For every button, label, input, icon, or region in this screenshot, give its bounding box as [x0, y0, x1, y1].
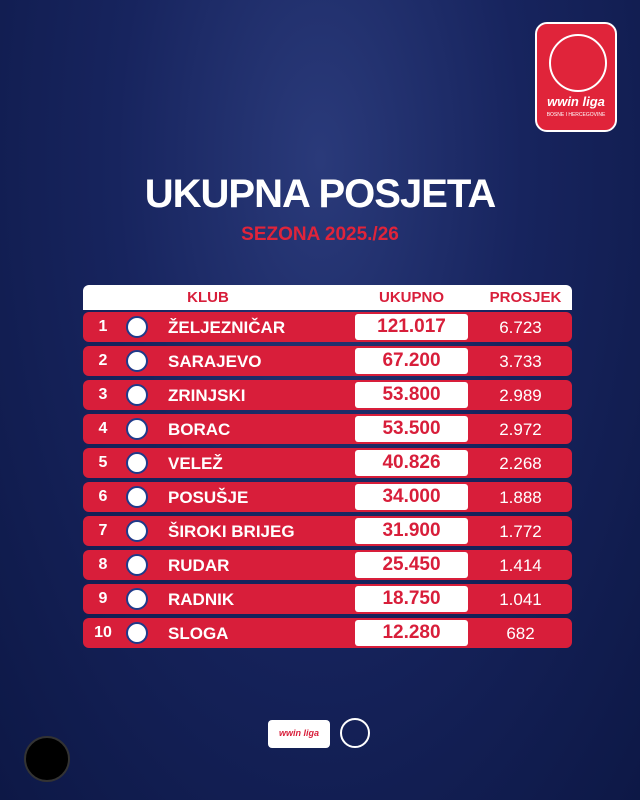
total-attendance: 53.800	[355, 382, 468, 408]
total-attendance: 121.017	[355, 314, 468, 340]
club-badge	[126, 486, 148, 508]
table-row: 1 ŽELJEZNIČAR 121.017 6.723	[83, 312, 572, 342]
table-row: 5 VELEŽ 40.826 2.268	[83, 448, 572, 478]
club-badge	[126, 622, 148, 644]
rank: 1	[98, 318, 108, 335]
rank: 9	[98, 590, 108, 607]
table-row: 4 BORAC 53.500 2.972	[83, 414, 572, 444]
average-attendance: 682	[506, 624, 535, 643]
table-row: 3 ZRINJSKI 53.800 2.989	[83, 380, 572, 410]
club-badge	[126, 316, 148, 338]
rank: 7	[98, 522, 108, 539]
total-attendance: 34.000	[355, 484, 468, 510]
total-attendance: 31.900	[355, 518, 468, 544]
club-badge	[126, 384, 148, 406]
club-name: SLOGA	[168, 624, 229, 643]
table-row: 2 SARAJEVO 67.200 3.733	[83, 346, 572, 376]
club-name: BORAC	[168, 420, 231, 439]
rank: 2	[98, 352, 108, 369]
column-header: UKUPNO	[378, 289, 444, 306]
rank: 6	[98, 488, 108, 505]
logo-region: BOSNE I HERCEGOVINE	[546, 112, 606, 118]
total-attendance: 18.750	[355, 586, 468, 612]
club-name: ZRINJSKI	[168, 386, 246, 405]
footer-logo: wwin liga	[268, 720, 330, 748]
average-attendance: 2.972	[499, 420, 542, 439]
table-row: 6 POSUŠJE 34.000 1.888	[83, 482, 572, 512]
logo-ball	[549, 34, 607, 92]
table-row: 9 RADNIK 18.750 1.041	[83, 584, 572, 614]
average-attendance: 1.041	[499, 590, 542, 609]
avatar[interactable]	[24, 736, 70, 782]
club-name: ŽELJEZNIČAR	[168, 318, 286, 337]
logo-brand: wwin liga	[547, 94, 605, 109]
rank: 3	[98, 386, 108, 403]
table-row: 8 RUDAR 25.450 1.414	[83, 550, 572, 580]
club-name: SARAJEVO	[168, 352, 262, 371]
club-badge	[126, 520, 148, 542]
partner-logo	[340, 718, 370, 748]
club-name: POSUŠJE	[168, 488, 249, 507]
club-name: RADNIK	[168, 590, 235, 609]
rank: 5	[98, 454, 108, 471]
rank: 8	[98, 556, 108, 573]
total-attendance: 12.280	[355, 620, 468, 646]
average-attendance: 1.888	[499, 488, 542, 507]
club-badge	[126, 588, 148, 610]
footer-brand: wwin liga	[278, 728, 319, 738]
club-name: RUDAR	[168, 556, 230, 575]
subtitle: SEZONA 2025./26	[241, 224, 399, 245]
total-attendance: 53.500	[355, 416, 468, 442]
average-attendance: 6.723	[499, 318, 542, 337]
table-header: KLUB UKUPNO PROSJEK	[83, 285, 572, 310]
rank: 10	[94, 624, 112, 641]
total-attendance: 40.826	[355, 450, 468, 476]
average-attendance: 2.989	[499, 386, 542, 405]
title: UKUPNA POSJETA	[144, 172, 497, 216]
club-badge	[126, 350, 148, 372]
total-attendance: 25.450	[355, 552, 468, 578]
league-logo: wwin liga BOSNE I HERCEGOVINE	[535, 22, 617, 132]
club-badge	[126, 418, 148, 440]
table-row: 10 SLOGA 12.280 682	[83, 618, 572, 648]
average-attendance: 2.268	[499, 454, 542, 473]
club-name: VELEŽ	[168, 454, 223, 473]
rank: 4	[98, 420, 108, 437]
column-header: KLUB	[187, 289, 229, 306]
average-attendance: 1.772	[499, 522, 542, 541]
club-badge	[126, 452, 148, 474]
club-name: ŠIROKI BRIJEG	[168, 522, 295, 541]
average-attendance: 3.733	[499, 352, 542, 371]
total-attendance: 67.200	[355, 348, 468, 374]
average-attendance: 1.414	[499, 556, 542, 575]
column-header: PROSJEK	[489, 289, 562, 306]
club-badge	[126, 554, 148, 576]
table-row: 7 ŠIROKI BRIJEG 31.900 1.772	[83, 516, 572, 546]
